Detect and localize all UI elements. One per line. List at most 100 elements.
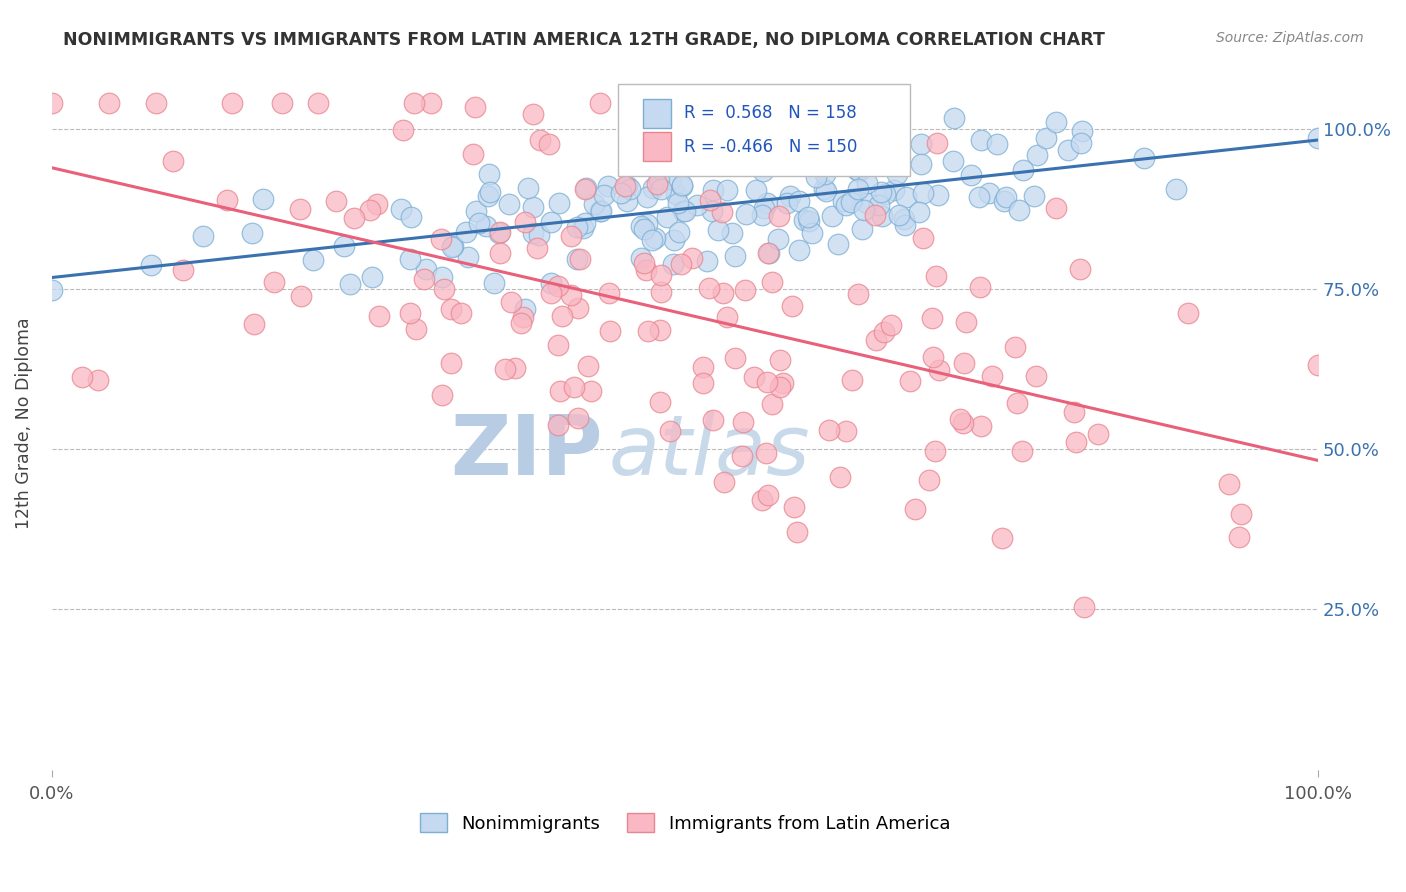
Point [799, 154, 821, 169]
Point [668, 125, 690, 139]
Point [440, 356, 463, 370]
Point [924, 444, 946, 458]
Point [952, 416, 974, 430]
Point [699, 281, 721, 295]
Point [517, 181, 540, 195]
Point [875, 154, 897, 169]
Point [461, 147, 484, 161]
Point [780, 299, 803, 313]
Point [756, 488, 779, 502]
Point [898, 374, 921, 388]
Point [503, 361, 526, 376]
Point [1057, 143, 1080, 157]
Point [139, 259, 162, 273]
Point [1007, 396, 1029, 410]
Point [907, 205, 929, 219]
Point [1011, 163, 1033, 178]
Point [870, 185, 893, 199]
Point [540, 276, 562, 290]
Point [872, 151, 894, 165]
Point [894, 190, 917, 204]
Point [288, 202, 311, 217]
Point [1227, 530, 1250, 544]
Point [87, 373, 110, 387]
Point [564, 379, 586, 393]
Point [860, 145, 883, 159]
Text: ZIP: ZIP [450, 410, 603, 491]
Point [883, 183, 905, 197]
Point [766, 232, 789, 246]
Point [1008, 203, 1031, 218]
Point [671, 179, 693, 194]
Point [537, 137, 560, 152]
Point [769, 379, 792, 393]
Point [475, 219, 498, 233]
Point [669, 257, 692, 271]
Point [1045, 201, 1067, 215]
FancyBboxPatch shape [643, 132, 671, 161]
Point [359, 202, 381, 217]
Point [799, 213, 821, 227]
Point [1230, 507, 1253, 521]
Point [848, 163, 870, 178]
Point [955, 315, 977, 329]
Point [575, 181, 598, 195]
Point [1308, 358, 1330, 372]
Point [270, 96, 292, 111]
Point [70, 370, 93, 384]
Point [547, 279, 569, 293]
Point [391, 123, 413, 137]
Point [325, 194, 347, 209]
Point [432, 282, 454, 296]
Point [454, 225, 477, 239]
Point [529, 133, 551, 147]
Point [925, 136, 948, 150]
Point [41, 283, 63, 297]
Point [616, 194, 638, 209]
Point [839, 194, 862, 209]
Point [263, 275, 285, 289]
Point [145, 96, 167, 111]
Point [560, 288, 582, 302]
Point [910, 136, 932, 151]
Point [1024, 188, 1046, 202]
Point [522, 227, 544, 241]
Point [636, 190, 658, 204]
Point [368, 310, 391, 324]
Point [873, 326, 896, 340]
Point [610, 186, 633, 200]
FancyBboxPatch shape [643, 99, 671, 128]
Point [870, 145, 893, 160]
Point [499, 295, 522, 310]
Point [548, 384, 571, 398]
Point [846, 287, 869, 301]
Point [730, 450, 752, 464]
Point [567, 301, 589, 315]
Point [673, 204, 696, 219]
Point [969, 133, 991, 147]
Point [498, 196, 520, 211]
Point [879, 144, 901, 158]
Point [290, 288, 312, 302]
Point [547, 417, 569, 432]
Point [665, 186, 688, 201]
Point [911, 186, 934, 200]
Point [526, 241, 548, 255]
Point [868, 197, 890, 211]
Point [681, 131, 703, 145]
Point [478, 167, 501, 181]
Point [921, 311, 943, 326]
Point [221, 96, 243, 111]
Point [641, 181, 664, 195]
Point [464, 100, 486, 114]
Point [479, 185, 502, 199]
Point [589, 96, 612, 111]
Point [489, 225, 512, 239]
Point [814, 167, 837, 181]
Text: NONIMMIGRANTS VS IMMIGRANTS FROM LATIN AMERICA 12TH GRADE, NO DIPLOMA CORRELATIO: NONIMMIGRANTS VS IMMIGRANTS FROM LATIN A… [63, 31, 1105, 49]
Point [970, 419, 993, 434]
Text: R = -0.466   N = 150: R = -0.466 N = 150 [683, 137, 858, 156]
Point [215, 193, 238, 207]
Point [366, 196, 388, 211]
Point [391, 202, 413, 217]
